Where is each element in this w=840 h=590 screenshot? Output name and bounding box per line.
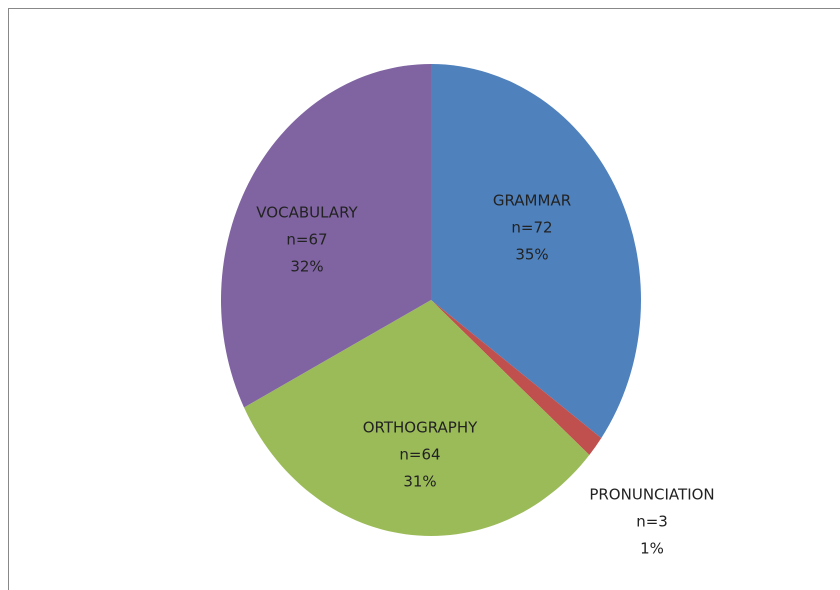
slice-label: ORTHOGRAPHY <box>363 419 478 437</box>
pie-slice <box>244 300 590 537</box>
pie-slice <box>220 64 431 408</box>
percent-label: 35% <box>515 246 548 264</box>
count-label: n=3 <box>636 513 668 531</box>
count-label: n=72 <box>511 219 552 237</box>
pie-slice <box>431 300 602 456</box>
count-label: n=64 <box>399 446 440 464</box>
percent-label: 31% <box>403 473 436 491</box>
pie-slice <box>431 64 642 439</box>
slice-label: VOCABULARY <box>256 204 358 222</box>
percent-label: 1% <box>640 540 664 558</box>
percent-label: 32% <box>290 258 323 276</box>
slice-label: GRAMMAR <box>493 192 571 210</box>
count-label: n=67 <box>286 231 327 249</box>
slice-label: PRONUNCIATION <box>589 486 714 504</box>
